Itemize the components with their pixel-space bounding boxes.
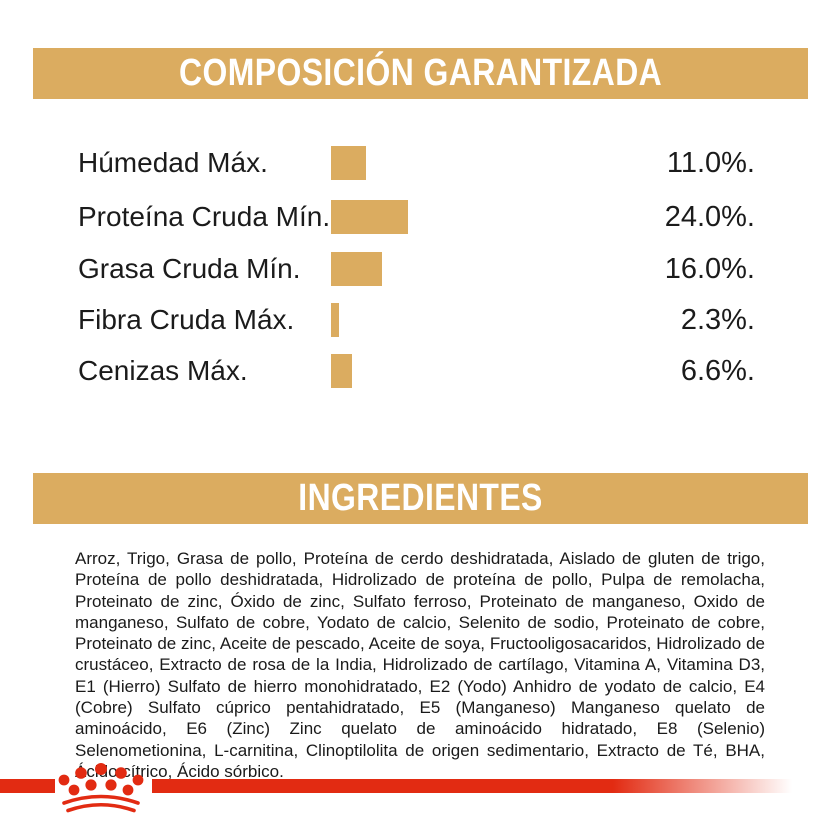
composition-bar xyxy=(331,354,352,388)
composition-label: Cenizas Máx. xyxy=(78,355,248,386)
composition-row: Grasa Cruda Mín. 16.0%. xyxy=(0,251,840,287)
composition-label: Grasa Cruda Mín. xyxy=(78,253,301,284)
composition-value: 6.6%. xyxy=(680,355,755,387)
logo-left-bar xyxy=(0,779,55,793)
composition-bar xyxy=(331,200,408,234)
composition-value: 16.0%. xyxy=(664,253,755,285)
composition-value: 2.3%. xyxy=(680,304,755,336)
composition-row: Proteína Cruda Mín. 24.0%. xyxy=(0,199,840,235)
composition-row: Húmedad Máx. 11.0%. xyxy=(0,145,840,181)
composition-row: Fibra Cruda Máx. 2.3%. xyxy=(0,302,840,338)
composition-label: Proteína Cruda Mín. xyxy=(78,201,331,232)
royal-canin-crown-icon xyxy=(58,763,144,813)
composition-row: Cenizas Máx. 6.6%. xyxy=(0,353,840,389)
ingredients-title: INGREDIENTES xyxy=(298,477,543,519)
composition-title: COMPOSICIÓN GARANTIZADA xyxy=(178,52,663,94)
brand-logo xyxy=(0,755,840,815)
ingredients-text: Arroz, Trigo, Grasa de pollo, Proteína d… xyxy=(75,549,765,781)
composition-value: 24.0%. xyxy=(664,201,755,233)
composition-value: 11.0%. xyxy=(666,147,755,179)
logo-right-bar-fading xyxy=(152,779,792,793)
composition-bar xyxy=(331,146,366,180)
composition-bar xyxy=(331,252,382,286)
composition-bar xyxy=(331,303,339,337)
composition-label: Húmedad Máx. xyxy=(78,147,268,178)
composition-label: Fibra Cruda Máx. xyxy=(78,304,295,335)
ingredients-title-banner: INGREDIENTES xyxy=(33,473,808,524)
composition-title-banner: COMPOSICIÓN GARANTIZADA xyxy=(33,48,808,99)
